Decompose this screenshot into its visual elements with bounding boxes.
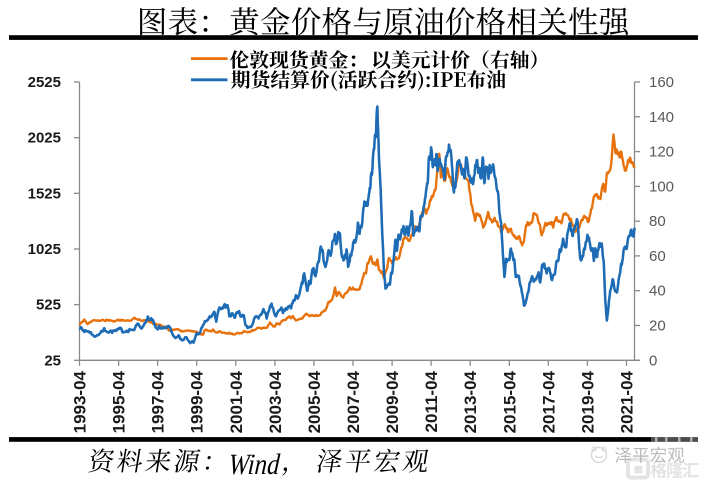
svg-text:Wind: Wind — [228, 449, 281, 481]
svg-text:2021-04: 2021-04 — [618, 370, 637, 433]
svg-text:2009-04: 2009-04 — [383, 370, 402, 433]
svg-text:2017-04: 2017-04 — [539, 370, 558, 433]
svg-text:100: 100 — [649, 178, 674, 195]
svg-text:2013-04: 2013-04 — [461, 370, 480, 433]
svg-text:80: 80 — [649, 213, 666, 230]
svg-text:525: 525 — [36, 297, 61, 314]
svg-text:60: 60 — [649, 248, 666, 265]
svg-text:160: 160 — [649, 74, 674, 91]
svg-text:2005-04: 2005-04 — [305, 370, 324, 433]
svg-text:2011-04: 2011-04 — [422, 370, 441, 432]
svg-text:2001-04: 2001-04 — [227, 370, 246, 433]
svg-text:1999-04: 1999-04 — [188, 370, 207, 433]
svg-text:2019-04: 2019-04 — [578, 370, 597, 433]
svg-text:2007-04: 2007-04 — [344, 370, 363, 433]
svg-text:25: 25 — [44, 352, 61, 369]
svg-text:140: 140 — [649, 109, 674, 126]
svg-text:2025: 2025 — [28, 130, 61, 147]
svg-text:40: 40 — [649, 283, 666, 300]
svg-text:0: 0 — [649, 352, 657, 369]
svg-text:2525: 2525 — [28, 74, 61, 91]
svg-text:2015-04: 2015-04 — [500, 370, 519, 433]
svg-text:1995-04: 1995-04 — [110, 370, 129, 433]
svg-text:2003-04: 2003-04 — [266, 370, 285, 433]
svg-text:1525: 1525 — [28, 185, 61, 202]
svg-text:20: 20 — [649, 318, 666, 335]
svg-text:120: 120 — [649, 144, 674, 161]
svg-text:1997-04: 1997-04 — [149, 370, 168, 433]
svg-text:1025: 1025 — [28, 241, 61, 258]
svg-text:1993-04: 1993-04 — [71, 370, 90, 433]
